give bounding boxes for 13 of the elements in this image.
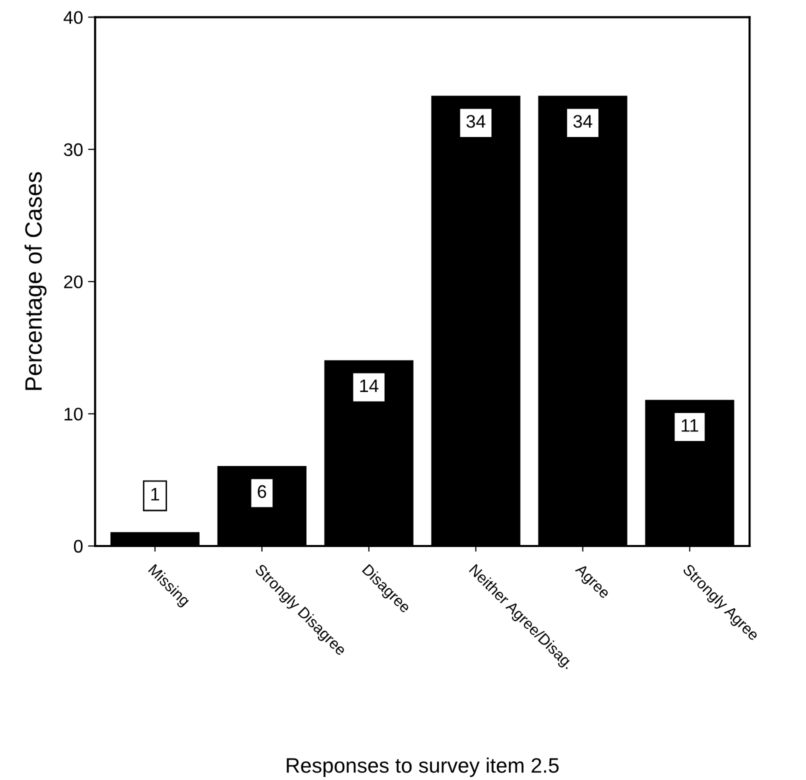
data-label: 34 [573,114,592,128]
x-axis-title: Responses to survey item 2.5 [286,758,559,777]
y-tick-label: 30 [64,143,83,156]
data-label: 6 [258,485,266,498]
y-tick-label: 40 [64,11,83,24]
y-tick-label: 0 [74,540,83,553]
y-axis-title: Percentage of Cases [24,172,47,390]
data-label: 34 [466,114,486,128]
data-label: 14 [360,380,378,392]
data-label: 1 [151,488,160,500]
y-tick-label: 20 [64,276,83,288]
data-label: 11 [682,419,698,432]
y-tick-label: 10 [64,408,83,421]
